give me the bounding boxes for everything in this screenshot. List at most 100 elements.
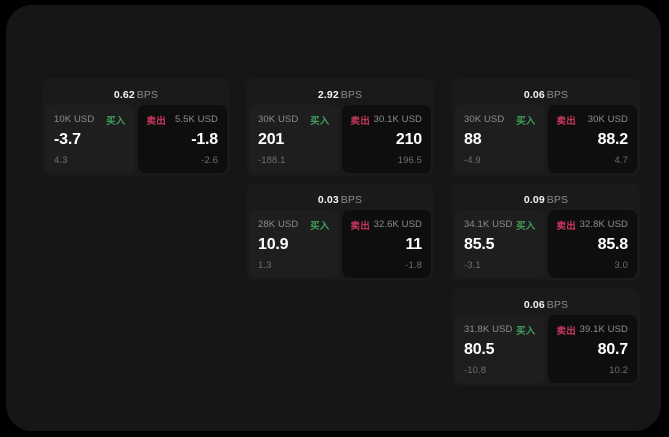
card-header: 0.06 BPS [452,296,640,315]
ask-price: 210 [395,131,422,148]
ask-price: 88.2 [597,131,629,148]
bid-header: 30K USD 买入 [258,113,330,127]
buy-action-label: 买入 [310,115,330,127]
bid-header: 28K USD 买入 [258,218,330,232]
bps-unit: BPS [546,194,569,206]
bid-price: 10.9 [258,236,289,253]
sell-action-label: 卖出 [146,115,166,127]
bps-unit: BPS [340,194,363,206]
quote-card[interactable]: 0.06 BPS 30K USD 买入 88 -4.9 卖出 [452,78,640,176]
bid-price: 80.5 [464,341,495,358]
bid-price: -3.7 [54,131,81,148]
bps-unit: BPS [546,299,569,311]
card-header: 0.06 BPS [452,86,640,105]
bid-delta: 1.3 [258,260,272,271]
ask-header: 卖出 32.8K USD [556,218,629,232]
sell-action-label: 卖出 [556,115,576,127]
quote-card[interactable]: 0.03 BPS 28K USD 买入 10.9 1.3 卖出 [246,183,434,281]
bid-quantity: 30K USD [258,114,299,125]
bid-delta: -4.9 [464,155,481,166]
bid-panel[interactable]: 31.8K USD 买入 80.5 -10.8 [455,315,545,383]
ask-panel[interactable]: 卖出 5.5K USD -1.8 -2.6 [137,105,227,173]
quote-card[interactable]: 0.06 BPS 31.8K USD 买入 80.5 -10.8 卖出 [452,288,640,386]
bid-panel[interactable]: 30K USD 买入 88 -4.9 [455,105,545,173]
bid-delta: -3.1 [464,260,481,271]
bps-value: 0.62 [113,89,135,101]
ask-delta: 10.2 [609,365,628,376]
sell-action-label: 卖出 [350,220,370,232]
bid-price: 201 [258,131,285,148]
bps-value: 0.09 [523,194,545,206]
ask-panel[interactable]: 卖出 39.1K USD 80.7 10.2 [547,315,637,383]
bid-panel[interactable]: 34.1K USD 买入 85.5 -3.1 [455,210,545,278]
bps-value: 0.06 [523,299,545,311]
ask-header: 卖出 5.5K USD [146,113,219,127]
bid-price: 88 [464,131,482,148]
quote-card[interactable]: 0.09 BPS 34.1K USD 买入 85.5 -3.1 卖出 [452,183,640,281]
bps-unit: BPS [340,89,363,101]
bid-header: 31.8K USD 买入 [464,323,536,337]
buy-action-label: 买入 [516,115,536,127]
bid-quantity: 30K USD [464,114,505,125]
bid-panel[interactable]: 10K USD 买入 -3.7 4.3 [45,105,135,173]
bid-delta: 4.3 [54,155,68,166]
bid-quantity: 10K USD [54,114,95,125]
card-sides: 10K USD 买入 -3.7 4.3 卖出 5.5K USD -1.8 -2.… [42,105,230,176]
ask-quantity: 32.8K USD [579,219,628,230]
bid-price: 85.5 [464,236,495,253]
bid-quantity: 28K USD [258,219,299,230]
ask-price: 80.7 [597,341,629,358]
quote-card[interactable]: 2.92 BPS 30K USD 买入 201 -188.1 卖出 [246,78,434,176]
card-sides: 30K USD 买入 201 -188.1 卖出 30.1K USD 210 1… [246,105,434,176]
ask-delta: -1.8 [405,260,422,271]
ask-panel[interactable]: 卖出 32.6K USD 11 -1.8 [341,210,431,278]
ask-header: 卖出 30.1K USD [350,113,423,127]
card-header: 0.09 BPS [452,191,640,210]
bps-unit: BPS [136,89,159,101]
ask-quantity: 30.1K USD [373,114,422,125]
sell-action-label: 卖出 [556,220,576,232]
bid-header: 10K USD 买入 [54,113,126,127]
ask-price: -1.8 [191,131,218,148]
card-sides: 28K USD 买入 10.9 1.3 卖出 32.6K USD 11 -1.8 [246,210,434,281]
quote-card[interactable]: 0.62 BPS 10K USD 买入 -3.7 4.3 卖出 [42,78,230,176]
ask-header: 卖出 30K USD [556,113,629,127]
bid-header: 30K USD 买入 [464,113,536,127]
card-header: 0.62 BPS [42,86,230,105]
bid-quantity: 31.8K USD [464,324,513,335]
app-surface: 0.62 BPS 10K USD 买入 -3.7 4.3 卖出 [6,5,661,431]
ask-panel[interactable]: 卖出 32.8K USD 85.8 3.0 [547,210,637,278]
card-sides: 31.8K USD 买入 80.5 -10.8 卖出 39.1K USD 80.… [452,315,640,386]
bid-delta: -10.8 [464,365,487,376]
sell-action-label: 卖出 [556,325,576,337]
bid-panel[interactable]: 28K USD 买入 10.9 1.3 [249,210,339,278]
ask-header: 卖出 32.6K USD [350,218,423,232]
ask-quantity: 32.6K USD [373,219,422,230]
ask-header: 卖出 39.1K USD [556,323,629,337]
ask-quantity: 5.5K USD [174,114,218,125]
ask-quantity: 39.1K USD [579,324,628,335]
bid-panel[interactable]: 30K USD 买入 201 -188.1 [249,105,339,173]
bps-unit: BPS [546,89,569,101]
bps-value: 2.92 [317,89,339,101]
buy-action-label: 买入 [310,220,330,232]
ask-panel[interactable]: 卖出 30K USD 88.2 4.7 [547,105,637,173]
buy-action-label: 买入 [106,115,126,127]
quote-board: 0.62 BPS 10K USD 买入 -3.7 4.3 卖出 [36,78,646,408]
ask-price: 85.8 [597,236,629,253]
card-header: 0.03 BPS [246,191,434,210]
card-sides: 34.1K USD 买入 85.5 -3.1 卖出 32.8K USD 85.8… [452,210,640,281]
bps-value: 0.03 [317,194,339,206]
ask-delta: 4.7 [614,155,628,166]
ask-price: 11 [405,236,422,253]
ask-quantity: 30K USD [587,114,628,125]
buy-action-label: 买入 [516,325,536,337]
bid-quantity: 34.1K USD [464,219,513,230]
ask-delta: -2.6 [201,155,218,166]
ask-panel[interactable]: 卖出 30.1K USD 210 196.5 [341,105,431,173]
bid-header: 34.1K USD 买入 [464,218,536,232]
ask-delta: 196.5 [397,155,422,166]
card-sides: 30K USD 买入 88 -4.9 卖出 30K USD 88.2 4.7 [452,105,640,176]
sell-action-label: 卖出 [350,115,370,127]
buy-action-label: 买入 [516,220,536,232]
